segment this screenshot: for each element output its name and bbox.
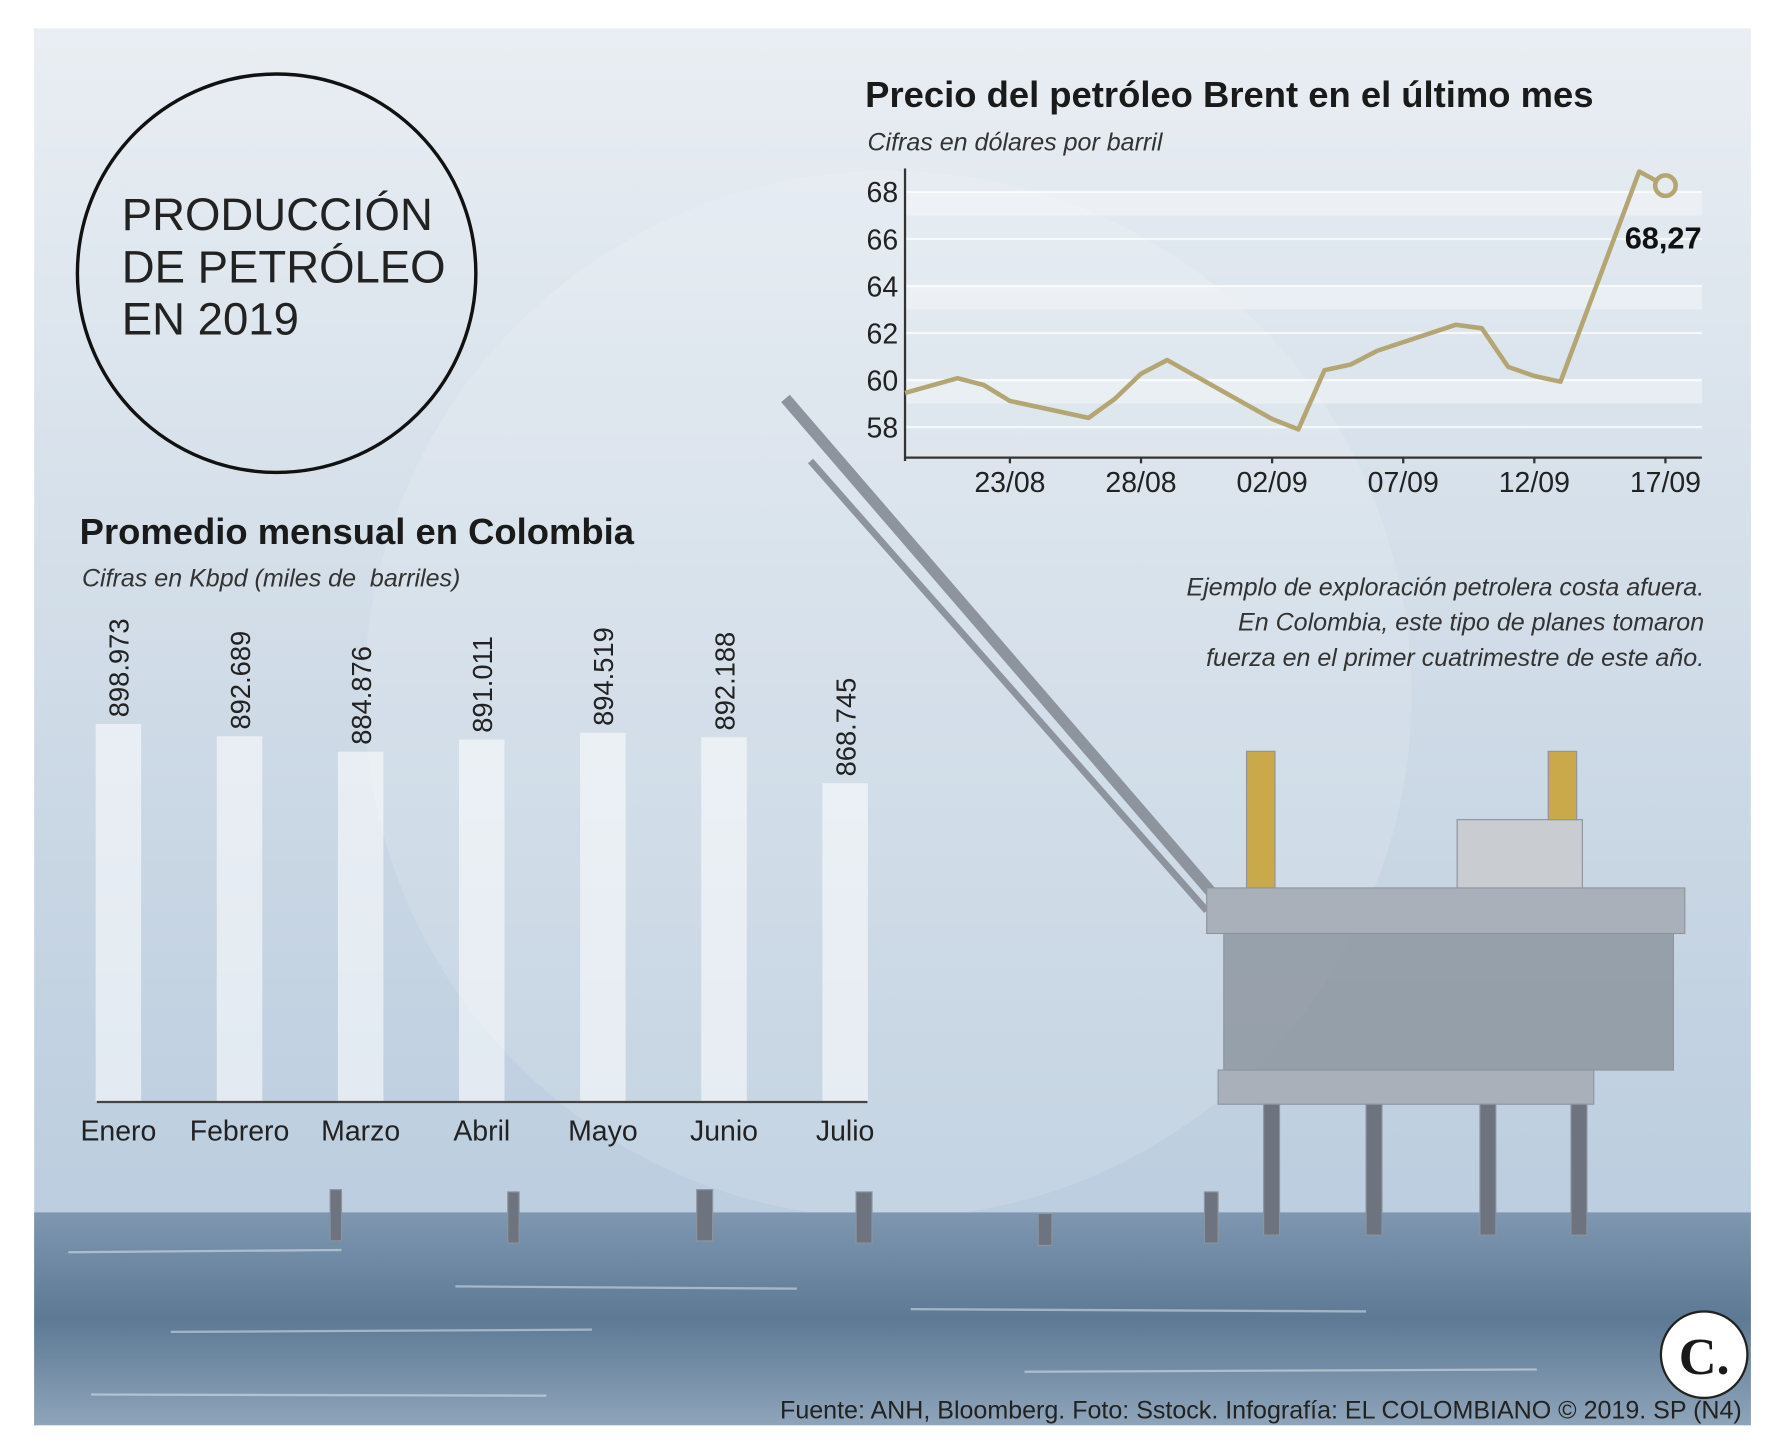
price-line <box>904 169 1667 432</box>
logo <box>1659 1310 1749 1400</box>
sea <box>34 1212 1751 1426</box>
x-tick-label: Marzo <box>321 1116 400 1148</box>
y-tick-label: 62 <box>867 318 899 350</box>
value-label: 892.689 <box>225 631 256 730</box>
main-title: EN 2019 <box>122 294 299 345</box>
bar <box>580 732 626 1102</box>
value-label: 891.011 <box>467 636 498 733</box>
line-title: Precio del petróleo Brent en el último m… <box>865 74 1593 115</box>
x-tick-label: Febrero <box>190 1116 290 1148</box>
value-label: 868.745 <box>830 678 861 777</box>
x-tick-label: Junio <box>690 1116 758 1148</box>
title-circle <box>75 72 478 475</box>
bar-subtitle: Cifras en Kbpd (miles de barriles) <box>82 564 460 592</box>
value-label: 898.973 <box>104 618 135 717</box>
x-tick-label: 02/09 <box>1237 467 1308 499</box>
value-label: 884.876 <box>346 646 377 745</box>
y-tick-label: 68 <box>867 177 899 209</box>
bar <box>459 739 505 1102</box>
bar-title: Promedio mensual en Colombia <box>80 511 635 552</box>
source: Fuente: ANH, Bloomberg. Foto: Sstock. In… <box>780 1396 1742 1424</box>
last-point <box>1652 173 1678 199</box>
main-title: DE PETRÓLEO <box>122 241 446 292</box>
logo-text: C. <box>1679 1328 1730 1386</box>
bar <box>95 724 142 1102</box>
value-label: 894.519 <box>588 627 619 726</box>
y-tick-label: 58 <box>867 412 899 444</box>
main-title: PRODUCCIÓN <box>122 189 433 240</box>
x-tick-label: Julio <box>816 1116 875 1148</box>
x-tick-label: 12/09 <box>1499 467 1570 499</box>
bar <box>701 737 747 1102</box>
x-tick-label: Abril <box>453 1116 510 1148</box>
bar <box>337 751 384 1102</box>
grid-band <box>905 191 1702 216</box>
rig <box>329 394 1686 1246</box>
value-label: 68,27 <box>1625 220 1702 255</box>
y-tick-label: 60 <box>867 365 899 397</box>
x-tick-label: 07/09 <box>1368 467 1439 499</box>
x-tick-label: 28/08 <box>1105 467 1176 499</box>
watermark <box>364 170 1412 1219</box>
line-subtitle: Cifras en dólares por barril <box>867 128 1163 156</box>
x-tick-label: 23/08 <box>974 467 1045 499</box>
grid-band <box>905 380 1702 404</box>
bar <box>216 736 263 1102</box>
bar <box>822 783 868 1102</box>
caption: fuerza en el primer cuatrimestre de este… <box>1206 644 1704 672</box>
x-tick-label: 17/09 <box>1630 467 1701 499</box>
caption: Ejemplo de exploración petrolera costa a… <box>1187 573 1705 601</box>
waves <box>68 1248 1537 1397</box>
x-tick-label: Enero <box>80 1116 156 1148</box>
caption: En Colombia, este tipo de planes tomaron <box>1238 609 1704 637</box>
y-tick-label: 64 <box>867 271 899 303</box>
background <box>34 28 1751 1426</box>
grid-band <box>905 286 1702 310</box>
y-tick-label: 66 <box>867 224 899 256</box>
x-tick-label: Mayo <box>568 1116 638 1148</box>
value-label: 892.188 <box>709 632 740 731</box>
